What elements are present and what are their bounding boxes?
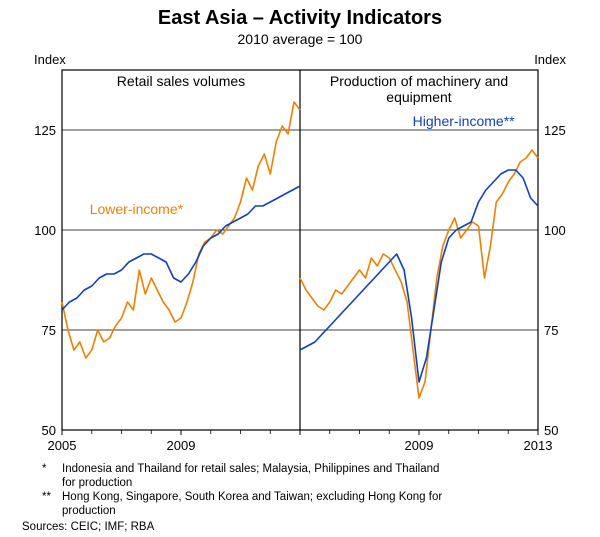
- chart-title: East Asia – Activity Indicators: [158, 7, 442, 29]
- footnote-dstar-1: Hong Kong, Singapore, South Korea and Ta…: [62, 491, 442, 503]
- ytick-right: 50: [544, 423, 558, 438]
- footnote-dstar-marker: **: [42, 491, 51, 503]
- series-label-lower: Lower-income*: [90, 201, 184, 217]
- footnote-star-2: for production: [62, 477, 132, 489]
- panel-title-right-1: Production of machinery and: [330, 73, 508, 89]
- chart-svg: East Asia – Activity Indicators 2010 aver…: [0, 0, 600, 537]
- y-axis-label-left: Index: [34, 52, 66, 67]
- xtick-label: 2005: [48, 438, 77, 453]
- ytick-right: 100: [544, 223, 566, 238]
- footnote-star-1: Indonesia and Thailand for retail sales;…: [62, 463, 439, 475]
- panel-title-left: Retail sales volumes: [117, 73, 245, 89]
- chart-subtitle: 2010 average = 100: [238, 31, 363, 47]
- chart-container: East Asia – Activity Indicators 2010 aver…: [0, 0, 600, 537]
- ytick-left: 125: [34, 123, 56, 138]
- xtick-label: 2009: [405, 438, 434, 453]
- series-label-higher: Higher-income**: [413, 113, 515, 129]
- xtick-label: 2013: [524, 438, 553, 453]
- ytick-left: 50: [42, 423, 56, 438]
- ytick-left: 75: [42, 323, 56, 338]
- ytick-right: 75: [544, 323, 558, 338]
- series-right-lower: [300, 150, 538, 398]
- series-right-higher: [300, 170, 538, 382]
- xtick-label: 2009: [167, 438, 196, 453]
- y-axis-label-right: Index: [534, 52, 566, 67]
- ytick-right: 125: [544, 123, 566, 138]
- footnote-star-marker: *: [42, 463, 47, 475]
- panel-title-right-2: equipment: [386, 89, 451, 105]
- footnote-sources: Sources: CEIC; IMF; RBA: [22, 521, 155, 533]
- ytick-left: 100: [34, 223, 56, 238]
- footnote-dstar-2: production: [62, 505, 116, 517]
